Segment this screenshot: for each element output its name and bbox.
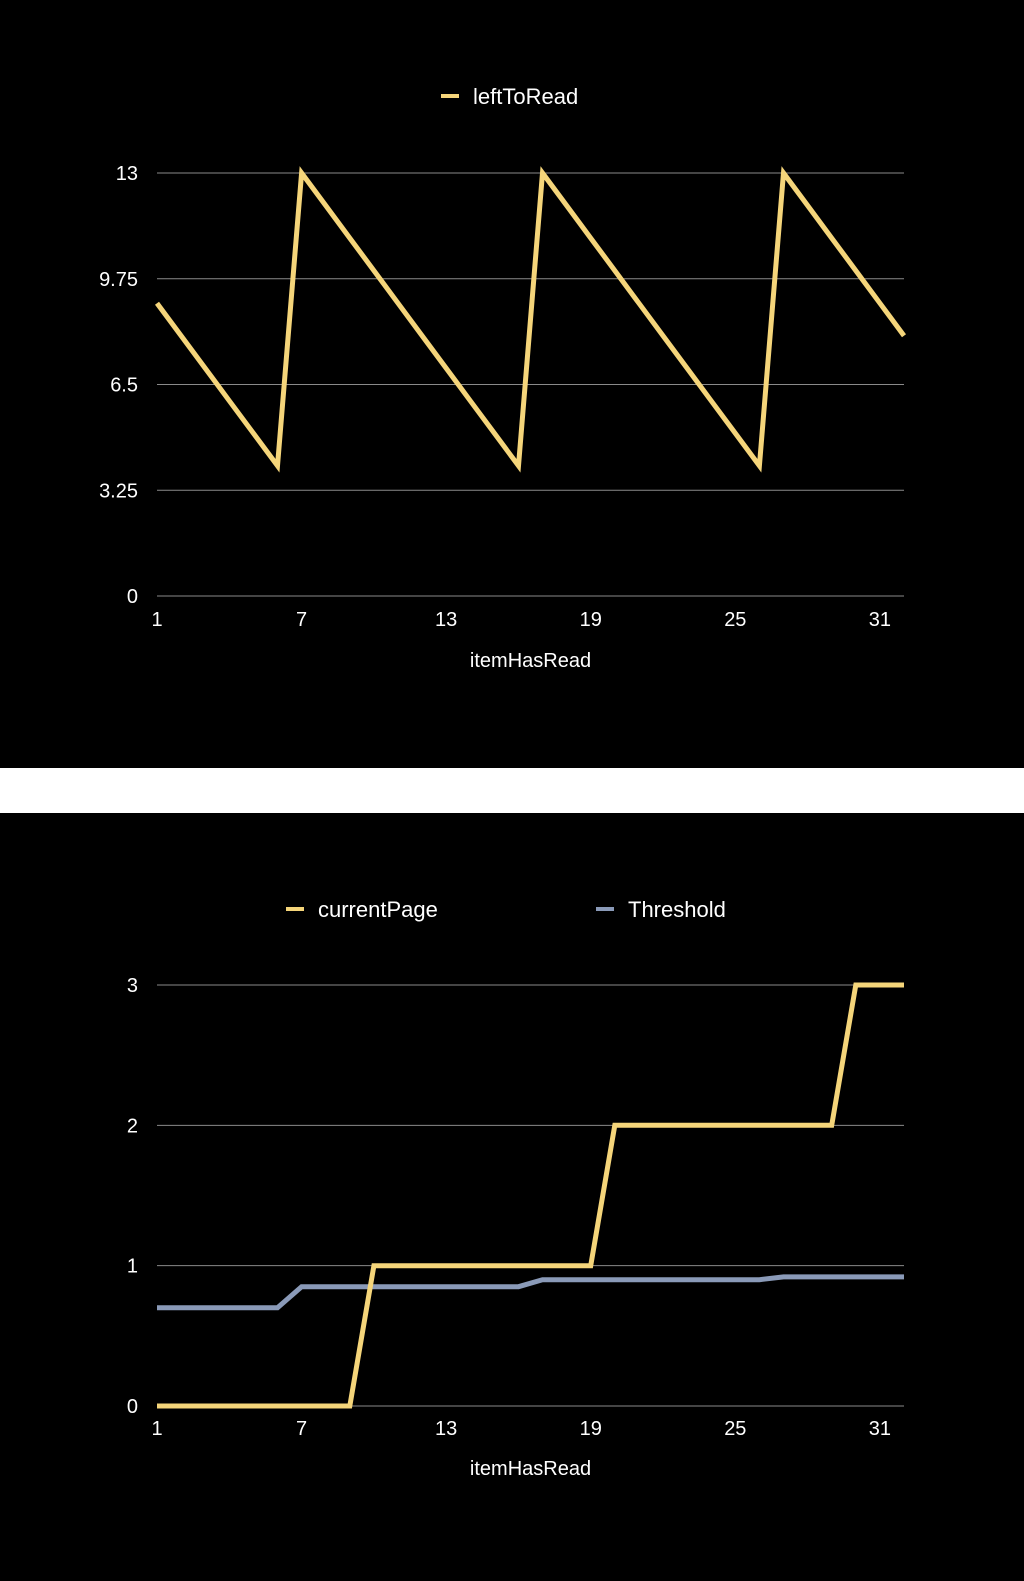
legend-label: currentPage [318, 897, 438, 922]
y-tick-label: 6.5 [110, 375, 138, 397]
series-line-leftToRead [154, 166, 907, 473]
x-tick-label: 19 [580, 609, 602, 631]
y-tick-label: 13 [116, 163, 138, 185]
chart-panel-left-to-read: 0 3.25 6.5 9.75 13 1 7 13 19 25 31 itemHasRead leftT… [0, 0, 1024, 768]
left-to-read-chart: 0 3.25 6.5 9.75 13 1 7 13 19 25 31 itemHasRead leftT… [99, 84, 907, 672]
x-tick-label: 7 [296, 609, 307, 631]
x-tick-label: 13 [435, 609, 457, 631]
x-tick-label: 7 [296, 1418, 307, 1440]
series-line-currentPage [157, 982, 904, 1409]
y-tick-label: 3.25 [99, 480, 138, 502]
legend-label: Threshold [628, 897, 726, 922]
y-tick-label: 9.75 [99, 269, 138, 291]
y-tick-label: 0 [127, 586, 138, 608]
x-tick-label: 31 [869, 609, 891, 631]
x-axis-title: itemHasRead [470, 1458, 591, 1480]
x-tick-label: 31 [869, 1418, 891, 1440]
chart-panel-current-page: 0 1 2 3 1 7 13 19 25 31 itemHasRead currentPage Thre… [0, 813, 1024, 1581]
series-line-Threshold [157, 1274, 904, 1311]
x-tick-label: 25 [724, 1418, 746, 1440]
x-tick-label: 25 [724, 609, 746, 631]
y-tick-label: 0 [127, 1396, 138, 1418]
y-tick-label: 1 [127, 1256, 138, 1278]
x-axis-title: itemHasRead [470, 650, 591, 672]
x-tick-label: 1 [151, 1418, 162, 1440]
legend-label: leftToRead [473, 84, 578, 109]
x-tick-label: 19 [580, 1418, 602, 1440]
y-tick-label: 2 [127, 1115, 138, 1137]
x-tick-label: 1 [151, 609, 162, 631]
y-tick-label: 3 [127, 975, 138, 997]
x-tick-label: 13 [435, 1418, 457, 1440]
